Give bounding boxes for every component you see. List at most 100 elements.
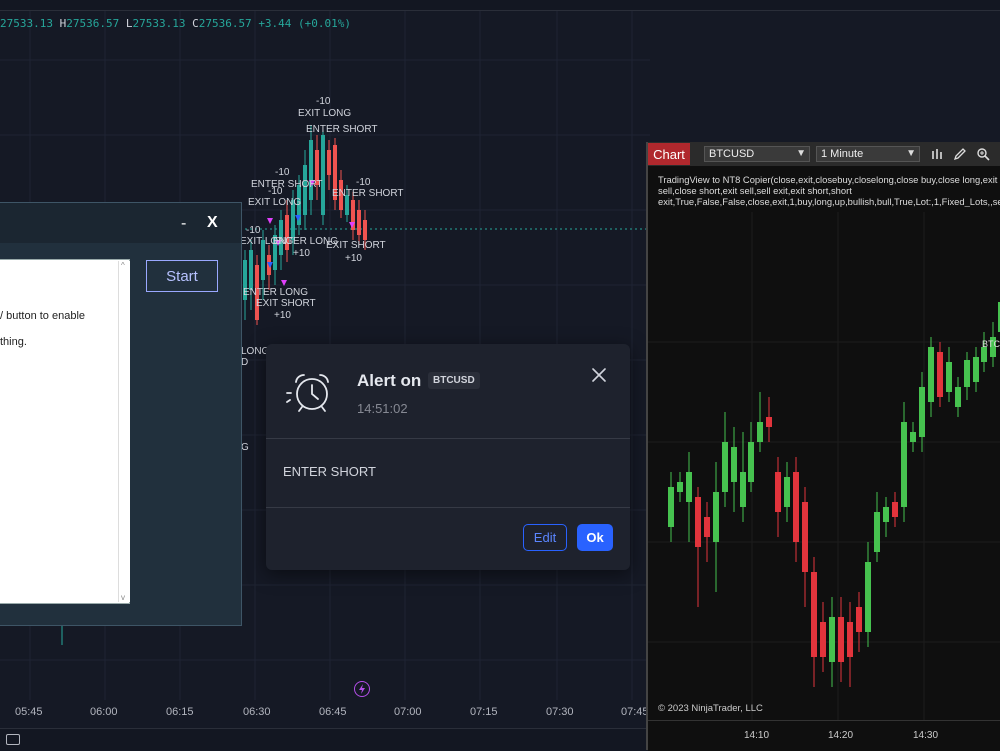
bar-type-icon[interactable] xyxy=(931,147,945,161)
trade-marker xyxy=(281,280,287,286)
screen-icon[interactable] xyxy=(6,734,20,745)
copier-window: - X / button to enable thing. ^ v Start xyxy=(0,202,242,626)
chevron-down-icon: ▼ xyxy=(796,148,806,159)
signal-label: -10 xyxy=(268,186,283,197)
signal-label: -10 xyxy=(356,177,371,188)
candle-body xyxy=(928,347,934,402)
ohlc-change: +3.44 (+0.01%) xyxy=(258,17,352,30)
log-line: thing. xyxy=(0,336,27,348)
time-axis-label: 07:45 xyxy=(621,706,649,718)
time-axis-label: 07:15 xyxy=(470,706,498,718)
candle-body xyxy=(345,195,349,215)
ohlc-low: 27533.13 xyxy=(132,17,186,30)
alert-time: 14:51:02 xyxy=(357,401,408,416)
interval-select[interactable]: 1 Minute ▼ xyxy=(816,146,920,162)
scroll-up-icon[interactable]: ^ xyxy=(121,261,125,270)
candle-body xyxy=(315,150,319,185)
ohlc-low-key: L xyxy=(125,17,133,30)
candle-body xyxy=(249,250,253,290)
ohlc-high: 27536.57 xyxy=(66,17,120,30)
candle-body xyxy=(811,572,817,657)
candle-body xyxy=(883,507,889,522)
nt-time-label: 14:20 xyxy=(828,730,854,741)
signal-label: LONG xyxy=(241,346,270,357)
nt-candles xyxy=(668,302,1000,687)
ohlc-high-key: H xyxy=(59,17,67,30)
candle-body xyxy=(946,362,952,392)
candle-body xyxy=(357,210,361,235)
time-axis-label: 05:45 xyxy=(15,706,43,718)
candle-body xyxy=(865,562,871,632)
time-axis-label: 06:45 xyxy=(319,706,347,718)
signal-label: ENTER SHORT xyxy=(306,124,378,135)
candle-body xyxy=(829,617,835,662)
signal-label: EXIT LONG xyxy=(248,197,302,208)
candle-body xyxy=(333,145,337,200)
signal-label: G xyxy=(241,442,249,453)
signal-label: EXIT SHORT xyxy=(326,240,386,251)
candle-body xyxy=(273,235,277,270)
trade-marker xyxy=(309,180,315,186)
candle-body xyxy=(704,517,710,537)
candle-body xyxy=(303,165,307,215)
scroll-down-icon[interactable]: v xyxy=(121,593,125,602)
ninjatrader-chart-window: Chart BTCUSD ▼ 1 Minute ▼ TradingView to… xyxy=(646,142,1000,751)
strategy-line: sell,close short,exit sell,sell exit,exi… xyxy=(658,185,852,196)
time-axis-label: 06:15 xyxy=(166,706,194,718)
zoom-in-icon[interactable] xyxy=(976,147,990,161)
ok-button[interactable]: Ok xyxy=(577,524,613,551)
ohlc-close-key: C xyxy=(192,17,199,30)
candle-body xyxy=(820,622,826,657)
candle-body xyxy=(748,442,754,482)
candle-body xyxy=(937,352,943,397)
candle-body xyxy=(998,302,1000,332)
candle-body xyxy=(901,422,907,507)
signal-label: D xyxy=(241,357,249,368)
ohlc-open: 27533.13 xyxy=(0,17,53,30)
signal-label: EXIT LONG xyxy=(240,236,294,247)
candle-body xyxy=(973,357,979,382)
candle-body xyxy=(243,260,247,300)
start-button[interactable]: Start xyxy=(146,260,218,292)
copier-titlebar: - X xyxy=(0,203,241,243)
candle-body xyxy=(279,220,283,255)
minimize-button[interactable]: - xyxy=(181,215,187,232)
candle-body xyxy=(775,472,781,512)
edit-button[interactable]: Edit xyxy=(523,524,567,551)
candle-body xyxy=(990,337,996,357)
candle-body xyxy=(892,502,898,517)
candle-body xyxy=(910,432,916,442)
candle-body xyxy=(874,512,880,552)
alert-title: Alert on xyxy=(357,371,422,390)
time-axis-label: 07:00 xyxy=(394,706,422,718)
signal-label: -10 xyxy=(246,225,261,236)
instrument-select[interactable]: BTCUSD ▼ xyxy=(704,146,810,162)
time-axis-label: 06:00 xyxy=(90,706,118,718)
candle-body xyxy=(285,215,289,250)
pencil-icon[interactable] xyxy=(953,147,967,161)
nt-chart-canvas xyxy=(648,212,1000,720)
candle-body xyxy=(363,220,367,240)
alert-symbol-badge: BTCUSD xyxy=(428,372,480,389)
candle-body xyxy=(695,497,701,547)
alert-dialog: Alert on BTCUSD 14:51:02 ENTER SHORT Edi… xyxy=(266,344,630,570)
copier-log-textarea[interactable]: / button to enable thing. xyxy=(0,259,130,604)
close-icon[interactable] xyxy=(590,366,608,384)
ohlc-legend: 27533.13 H27536.57 L27533.13 C27536.57 +… xyxy=(0,17,351,30)
signal-label: EXIT SHORT xyxy=(256,298,316,309)
close-button[interactable]: X xyxy=(207,214,218,231)
scrollbar[interactable]: ^ v xyxy=(118,261,130,602)
strategy-line: TradingView to NT8 Copier(close,exit,clo… xyxy=(658,174,1000,185)
tv-bottom-toolbar xyxy=(0,728,650,751)
trade-marker xyxy=(349,222,355,228)
lightning-icon[interactable] xyxy=(354,681,370,697)
signal-label: -10 xyxy=(275,167,290,178)
nt-toolbar: Chart BTCUSD ▼ 1 Minute ▼ xyxy=(648,142,1000,166)
trade-marker xyxy=(267,262,273,268)
candle-body xyxy=(793,472,799,542)
nt-time-label: 14:30 xyxy=(913,730,939,741)
candle-body xyxy=(981,347,987,362)
candle-body xyxy=(327,150,331,175)
signal-label: ENTER SHORT xyxy=(332,188,404,199)
chart-tab[interactable]: Chart xyxy=(648,143,690,165)
